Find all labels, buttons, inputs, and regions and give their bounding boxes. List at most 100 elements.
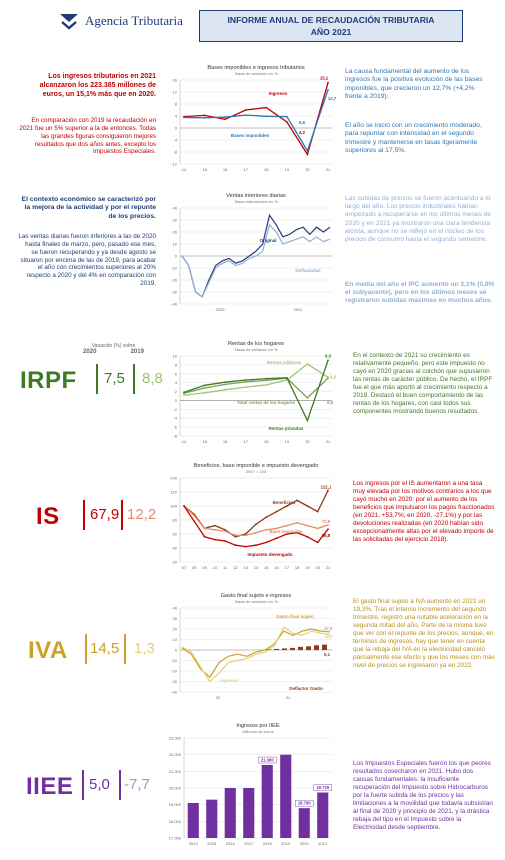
y-tick-label: 30: [173, 218, 178, 223]
col-2020: 2020: [83, 349, 97, 356]
title-line-2: AÑO 2021: [310, 26, 352, 37]
y-tick-label: 40: [173, 546, 178, 551]
y-tick-label: -40: [171, 690, 178, 695]
tax-v2020: 67,9: [90, 506, 120, 523]
chart-beneficios: Beneficios, base imponible e impuesto de…: [170, 463, 332, 570]
y-tick-label: -2: [173, 407, 177, 412]
series-line: [183, 360, 329, 423]
data-point: [224, 381, 227, 384]
y-tick-label: 21.000: [169, 769, 182, 774]
data-point: [203, 527, 206, 530]
data-label: 21.380: [261, 758, 274, 763]
y-tick-label: 10: [173, 242, 178, 247]
divider: [83, 500, 85, 530]
data-label: 17,2: [324, 626, 333, 631]
data-label: 0,6: [327, 400, 334, 405]
data-point: [316, 541, 319, 544]
data-point: [296, 531, 299, 534]
y-tick-label: -8: [173, 150, 177, 155]
x-tick-label: 2020: [216, 307, 226, 312]
y-tick-label: 20: [173, 230, 178, 235]
tax-row-iiee: IIEE 5,0 -7,7: [0, 766, 170, 806]
series-line: [183, 82, 329, 156]
section2-highlight: El contexto económico se caracterizó por…: [21, 196, 156, 220]
x-tick-label: 16: [223, 439, 228, 444]
data-point: [316, 510, 319, 513]
data-point: [285, 121, 288, 123]
y-tick-label: 18.000: [169, 819, 182, 824]
x-tick-label: 2014: [189, 841, 199, 846]
data-point: [306, 505, 309, 507]
is-text: Los ingresos por el IS aumentaron a una …: [353, 480, 495, 543]
x-tick-label: 21: [326, 439, 331, 444]
x-tick-label: 10: [213, 565, 218, 570]
bar: [243, 788, 255, 838]
bar: [317, 792, 329, 838]
y-tick-label: -40: [171, 302, 178, 307]
data-point: [285, 115, 288, 118]
data-point: [234, 535, 237, 538]
data-point: [244, 534, 247, 537]
y-tick-label: 120: [170, 490, 177, 495]
data-point: [285, 376, 288, 379]
x-tick-label: 19: [285, 439, 290, 444]
y-tick-label: 16: [173, 78, 178, 83]
x-tick-label: 2016: [226, 841, 236, 846]
data-point: [265, 115, 268, 118]
chart-title: Beneficios, base imponible e impuesto de…: [194, 463, 319, 469]
data-point: [244, 379, 247, 381]
chart-title: Rentas de los hogares: [228, 341, 284, 347]
data-point: [327, 377, 329, 380]
tax-name: IS: [36, 503, 60, 530]
bar: [280, 754, 292, 838]
y-tick-label: 20: [173, 627, 178, 632]
divider: [85, 634, 87, 664]
tax-v2019: 12,2: [127, 506, 157, 523]
data-point: [224, 530, 227, 533]
data-point: [275, 510, 278, 513]
legend-label: Total rentas de los hogares: [237, 400, 296, 405]
chart-subtitle: Tasas de variación en %: [234, 347, 278, 352]
chart-bases-ingresos: Bases imponibles e ingresos tributariosT…: [171, 65, 337, 172]
bar: [274, 648, 279, 650]
x-tick-label: 15: [202, 439, 207, 444]
y-tick-label: 2: [175, 389, 178, 394]
data-label: 5,2: [330, 374, 337, 379]
section2-body: Las ventas diarias fueron inferiores a l…: [18, 233, 156, 288]
section1-body: En comparación con 2019 la recaudación e…: [19, 117, 156, 156]
data-point: [203, 384, 206, 387]
data-label: 72,9: [322, 519, 331, 524]
data-point: [306, 363, 309, 365]
x-tick-label: 08: [192, 565, 197, 570]
bar: [206, 799, 218, 838]
data-point: [255, 531, 257, 534]
series-line: [181, 626, 331, 683]
data-point: [193, 514, 196, 517]
bar: [266, 649, 271, 650]
y-tick-label: 8: [175, 102, 178, 107]
data-point: [327, 489, 329, 492]
x-tick-label: 2020: [300, 841, 310, 846]
y-tick-label: 0: [175, 398, 178, 403]
chart-subtitle: Tasas de variación en %: [234, 71, 278, 76]
irpf-text: En el contexto de 2021 su crecimiento es…: [353, 352, 493, 415]
data-point: [244, 114, 247, 116]
section1-right-p1: La causa fundamental del aumento de los …: [345, 68, 483, 101]
legend-label: Bases imponibles: [231, 133, 270, 138]
data-label: 5,1: [324, 652, 331, 657]
data-point: [224, 540, 227, 542]
x-tick-label: 15: [202, 167, 207, 172]
legend-label: Rentas privadas: [269, 426, 304, 431]
data-label: 12,7: [328, 96, 337, 101]
y-tick-label: 4: [175, 380, 178, 385]
tax-v2020: 7,5: [104, 370, 125, 387]
data-point: [275, 537, 278, 540]
x-tick-label: 15: [264, 565, 269, 570]
series-line: [183, 377, 329, 399]
divider: [82, 770, 84, 800]
logo: Agencia Tributaria: [58, 10, 183, 32]
bar: [187, 803, 199, 838]
